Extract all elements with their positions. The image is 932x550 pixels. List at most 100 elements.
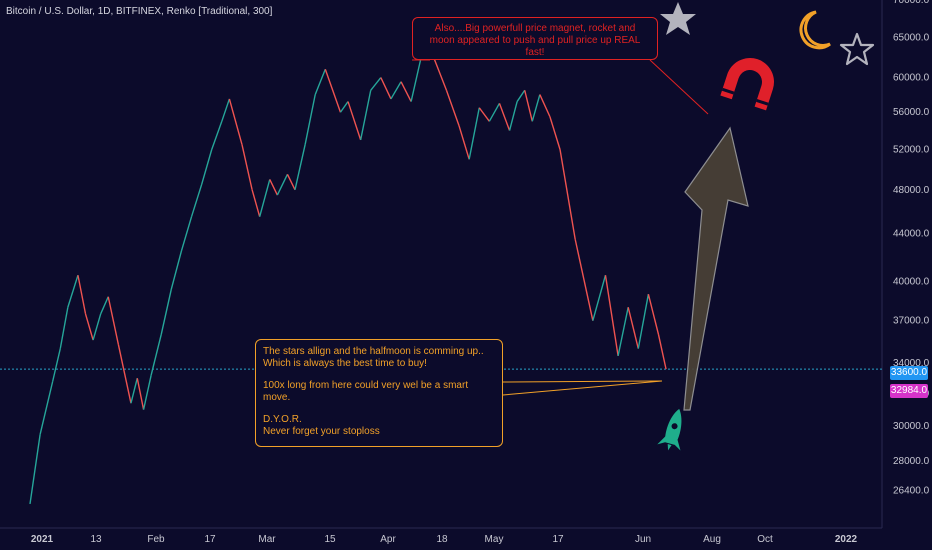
annotation-line: Never forget your stoploss xyxy=(263,426,380,437)
y-tick-label: 28000.0 xyxy=(893,456,930,467)
renko-segment xyxy=(29,434,41,505)
renko-segment xyxy=(468,107,480,160)
y-tick-label: 30000.0 xyxy=(893,421,930,432)
renko-segment xyxy=(200,149,213,185)
annotation-line: 100x long from here could very wel be a … xyxy=(263,380,469,403)
renko-segment xyxy=(59,307,69,349)
renko-segment xyxy=(170,250,183,290)
renko-segment xyxy=(559,149,576,240)
renko-segment xyxy=(286,173,296,191)
chart-title: Bitcoin / U.S. Dollar, 1D, BITFINEX, Ren… xyxy=(6,6,273,17)
renko-segment xyxy=(410,56,422,102)
moon-icon xyxy=(799,10,831,50)
renko-segment xyxy=(531,94,541,122)
annotation-top: Also....Big powerfull price magnet, rock… xyxy=(412,17,658,60)
magnet-icon xyxy=(720,58,774,111)
renko-segment xyxy=(92,313,102,341)
renko-segment xyxy=(100,296,109,315)
renko-segment xyxy=(136,378,145,410)
x-tick-label: Aug xyxy=(703,534,721,545)
x-axis: 2021 13 Feb 17 Mar 15 Apr 18 May 17 Jun Aug Oct 2022 xyxy=(31,534,858,545)
renko-segment xyxy=(259,179,271,217)
y-tick-label: 56000.0 xyxy=(893,107,930,118)
y-tick-label: 48000.0 xyxy=(893,185,930,196)
renko-segment xyxy=(370,77,382,91)
renko-segment xyxy=(324,68,342,113)
y-tick-label: 40000.0 xyxy=(893,276,930,287)
renko-segment xyxy=(347,101,362,141)
y-tick-label: 34000.0 xyxy=(893,358,930,369)
renko-segment xyxy=(221,98,231,122)
x-tick-label: Oct xyxy=(757,534,773,545)
annotation-line: D.Y.O.R. xyxy=(263,414,302,425)
renko-segment xyxy=(637,294,650,349)
renko-segment xyxy=(604,275,619,356)
renko-segment xyxy=(657,334,667,370)
renko-segment xyxy=(39,381,54,435)
renko-segment xyxy=(117,344,132,404)
renko-segment xyxy=(228,98,243,145)
y-tick-label: 70000.0 xyxy=(893,0,930,6)
x-tick-label: Mar xyxy=(258,534,276,545)
renko-segment xyxy=(539,94,551,118)
renko-segment xyxy=(160,288,173,335)
annotation-bottom: The stars allign and the halfmoon is com… xyxy=(255,339,503,447)
renko-segment xyxy=(276,173,289,196)
y-tick-label: 26400.0 xyxy=(893,485,930,496)
y-tick-label: 44000.0 xyxy=(893,229,930,240)
renko-segment xyxy=(592,275,607,321)
x-tick-label: 17 xyxy=(552,534,564,545)
renko-segment xyxy=(241,144,253,190)
renko-segment xyxy=(508,101,518,131)
callout-line xyxy=(502,380,663,383)
renko-segment xyxy=(390,81,402,100)
x-tick-label: 17 xyxy=(204,534,216,545)
current-price-tag: 33600.0 xyxy=(890,366,928,380)
renko-segment xyxy=(150,334,162,376)
renko-segment xyxy=(142,375,152,410)
x-tick-label: 15 xyxy=(324,534,336,545)
y-tick-label: 37000.0 xyxy=(893,316,930,327)
annotation-line: Which is always the best time to buy! xyxy=(263,358,427,369)
x-tick-label: Jun xyxy=(635,534,651,545)
renko-bricks xyxy=(29,50,667,505)
renko-segment xyxy=(445,90,460,127)
arrow-up xyxy=(683,126,749,411)
renko-segment xyxy=(251,189,261,217)
annotation-top-text: Also....Big powerfull price magnet, rock… xyxy=(429,23,641,58)
renko-segment xyxy=(107,296,120,345)
renko-segment xyxy=(498,103,511,131)
renko-segment xyxy=(130,378,138,404)
renko-segment xyxy=(77,275,87,315)
renko-segment xyxy=(516,89,526,102)
renko-segment xyxy=(84,313,94,341)
renko-segment xyxy=(67,274,79,308)
y-tick-label: 65000.0 xyxy=(893,32,930,43)
star-icon xyxy=(660,2,696,35)
x-tick-label: 13 xyxy=(90,534,102,545)
star-icon xyxy=(839,32,875,66)
x-tick-label: 18 xyxy=(436,534,448,545)
renko-segment xyxy=(180,216,193,252)
renko-segment xyxy=(314,68,326,95)
renko-segment xyxy=(211,121,223,150)
callout-line-top xyxy=(649,59,709,115)
renko-segment xyxy=(488,102,501,122)
renko-segment xyxy=(304,94,316,145)
renko-segment xyxy=(359,90,372,141)
x-tick-label: Apr xyxy=(380,534,396,545)
x-tick-label: 2022 xyxy=(835,534,858,545)
renko-segment xyxy=(478,107,490,122)
y-tick-label: 52000.0 xyxy=(893,145,930,156)
renko-segment xyxy=(52,348,61,382)
x-tick-label: 2021 xyxy=(31,534,54,545)
secondary-price-tag: 32984.0 xyxy=(890,384,928,398)
renko-segment xyxy=(190,184,203,217)
renko-segment xyxy=(400,81,412,102)
callout-line xyxy=(502,380,663,396)
renko-segment xyxy=(574,239,594,321)
renko-segment xyxy=(549,116,561,150)
x-tick-label: May xyxy=(485,534,504,545)
renko-segment xyxy=(458,125,470,160)
